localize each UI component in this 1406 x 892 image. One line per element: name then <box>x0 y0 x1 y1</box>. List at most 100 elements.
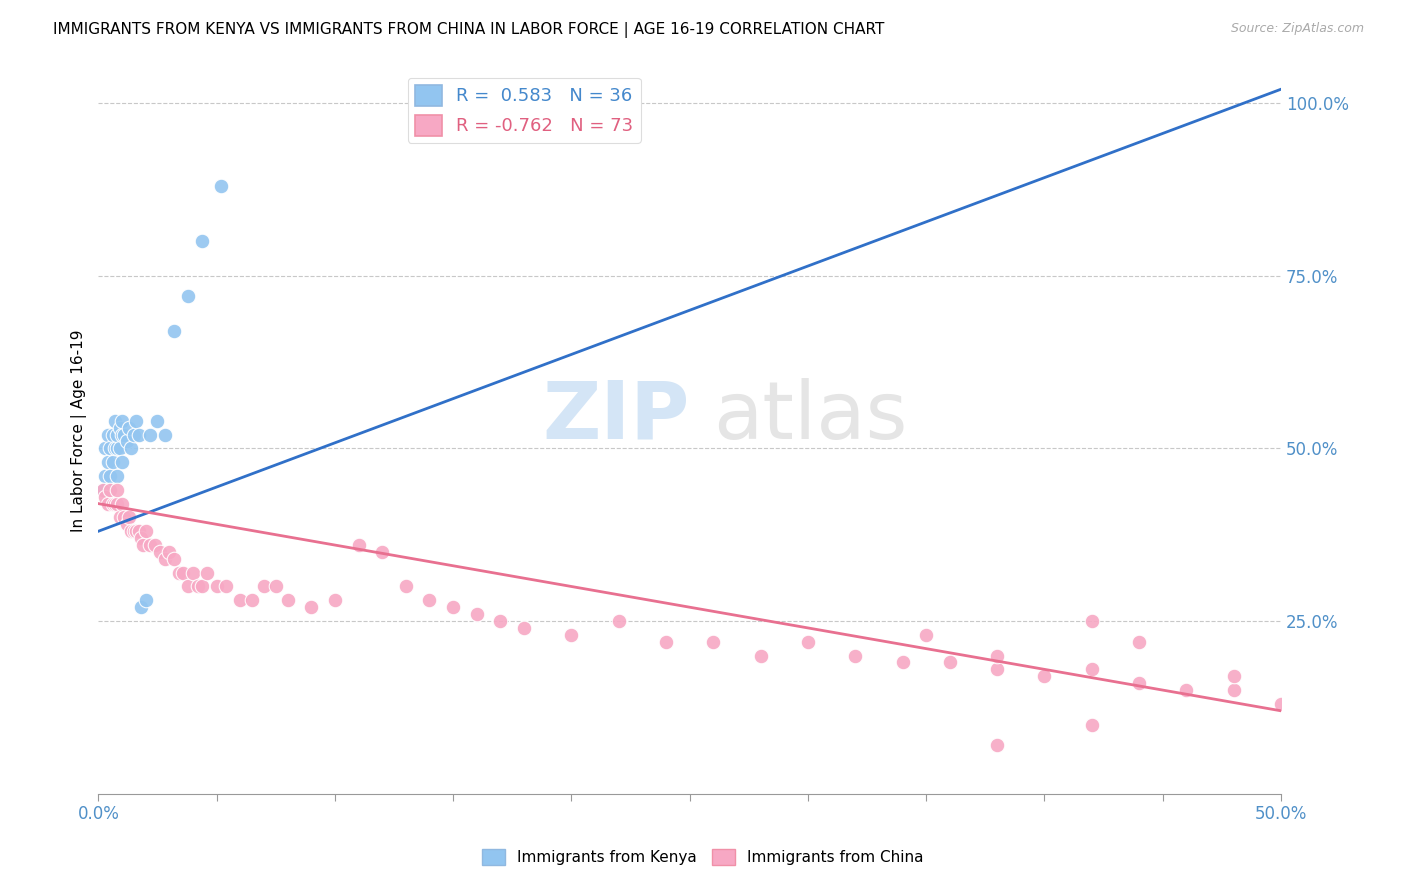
Point <box>1128 676 1150 690</box>
Point <box>1222 669 1244 683</box>
Point <box>915 628 938 642</box>
Legend: Immigrants from Kenya, Immigrants from China: Immigrants from Kenya, Immigrants from C… <box>477 843 929 871</box>
Point <box>139 427 162 442</box>
Point <box>1080 717 1102 731</box>
Point <box>205 579 228 593</box>
Point <box>143 538 166 552</box>
Point <box>105 427 128 442</box>
Point <box>97 427 120 442</box>
Point <box>112 510 135 524</box>
Point <box>655 634 678 648</box>
Text: ZIP: ZIP <box>543 377 690 456</box>
Point <box>191 234 214 248</box>
Point <box>229 593 252 607</box>
Point <box>105 469 128 483</box>
Point <box>129 600 152 615</box>
Point <box>844 648 866 663</box>
Point <box>1080 662 1102 676</box>
Point <box>125 524 148 539</box>
Point <box>139 538 162 552</box>
Point <box>94 469 117 483</box>
Point <box>101 455 124 469</box>
Point <box>702 634 724 648</box>
Point <box>1270 697 1292 711</box>
Point <box>797 634 820 648</box>
Point <box>153 552 176 566</box>
Point <box>94 442 117 456</box>
Point <box>1033 669 1056 683</box>
Point <box>122 427 145 442</box>
Point <box>104 497 127 511</box>
Point <box>1175 683 1198 698</box>
Point <box>173 566 195 580</box>
Point <box>277 593 299 607</box>
Text: IMMIGRANTS FROM KENYA VS IMMIGRANTS FROM CHINA IN LABOR FORCE | AGE 16-19 CORREL: IMMIGRANTS FROM KENYA VS IMMIGRANTS FROM… <box>53 22 884 38</box>
Point <box>177 579 200 593</box>
Point <box>111 455 134 469</box>
Point <box>215 579 238 593</box>
Point <box>513 621 536 635</box>
Point <box>94 490 117 504</box>
Point <box>157 545 180 559</box>
Point <box>1080 614 1102 628</box>
Text: Source: ZipAtlas.com: Source: ZipAtlas.com <box>1230 22 1364 36</box>
Point <box>128 524 150 539</box>
Point <box>122 524 145 539</box>
Point <box>105 483 128 497</box>
Point <box>91 483 114 497</box>
Point <box>108 420 131 434</box>
Point <box>163 324 186 338</box>
Point <box>607 614 630 628</box>
Point <box>118 420 141 434</box>
Point <box>125 414 148 428</box>
Point <box>97 455 120 469</box>
Point <box>118 510 141 524</box>
Point <box>371 545 394 559</box>
Point <box>939 656 962 670</box>
Point <box>105 442 128 456</box>
Point <box>149 545 172 559</box>
Point <box>132 538 155 552</box>
Point <box>195 566 218 580</box>
Point <box>121 442 143 456</box>
Point <box>135 593 157 607</box>
Point <box>101 497 124 511</box>
Point <box>191 579 214 593</box>
Point <box>323 593 346 607</box>
Point <box>163 552 186 566</box>
Legend: R =  0.583   N = 36, R = -0.762   N = 73: R = 0.583 N = 36, R = -0.762 N = 73 <box>408 78 641 143</box>
Point <box>441 600 464 615</box>
Point <box>181 566 204 580</box>
Point <box>253 579 276 593</box>
Point <box>104 442 127 456</box>
Point <box>146 414 169 428</box>
Point <box>1222 683 1244 698</box>
Point <box>121 524 143 539</box>
Point <box>240 593 263 607</box>
Point <box>108 510 131 524</box>
Point <box>111 497 134 511</box>
Point <box>115 517 138 532</box>
Point <box>299 600 322 615</box>
Point <box>489 614 512 628</box>
Point <box>98 483 121 497</box>
Point <box>91 483 114 497</box>
Point <box>111 414 134 428</box>
Point <box>209 178 232 193</box>
Point <box>749 648 772 663</box>
Point <box>98 469 121 483</box>
Point <box>891 656 914 670</box>
Point <box>98 442 121 456</box>
Point <box>986 739 1008 753</box>
Point <box>347 538 370 552</box>
Point <box>177 289 200 303</box>
Point <box>395 579 418 593</box>
Point <box>111 427 134 442</box>
Point <box>187 579 209 593</box>
Point <box>986 648 1008 663</box>
Point <box>108 442 131 456</box>
Point <box>1128 634 1150 648</box>
Point <box>112 427 135 442</box>
Point <box>115 434 138 449</box>
Y-axis label: In Labor Force | Age 16-19: In Labor Force | Age 16-19 <box>72 330 87 533</box>
